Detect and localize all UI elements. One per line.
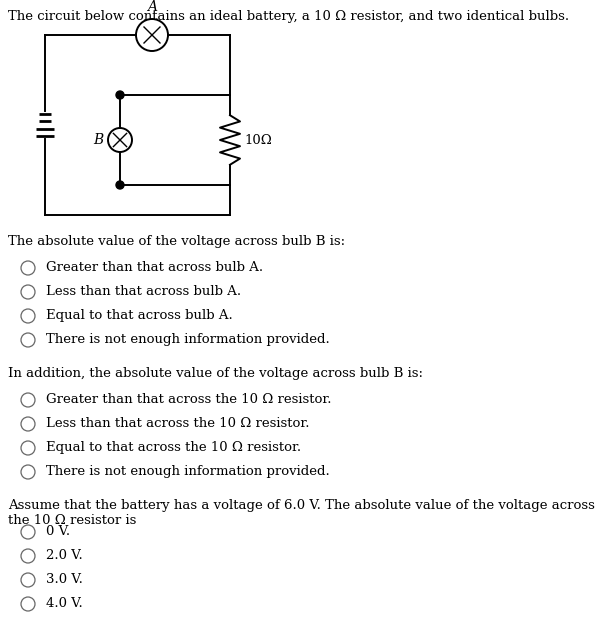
Text: Less than that across bulb A.: Less than that across bulb A. <box>46 285 241 298</box>
Text: In addition, the absolute value of the voltage across bulb B is:: In addition, the absolute value of the v… <box>8 367 423 380</box>
Circle shape <box>116 181 124 189</box>
Text: 2.0 V.: 2.0 V. <box>46 549 83 562</box>
Text: 10Ω: 10Ω <box>244 133 272 146</box>
Text: Less than that across the 10 Ω resistor.: Less than that across the 10 Ω resistor. <box>46 417 310 430</box>
Text: Greater than that across bulb A.: Greater than that across bulb A. <box>46 261 263 274</box>
Text: Greater than that across the 10 Ω resistor.: Greater than that across the 10 Ω resist… <box>46 393 332 406</box>
Text: 3.0 V.: 3.0 V. <box>46 573 83 586</box>
Text: Equal to that across bulb A.: Equal to that across bulb A. <box>46 309 233 322</box>
Text: 0 V.: 0 V. <box>46 525 70 538</box>
Circle shape <box>116 91 124 99</box>
Text: 4.0 V.: 4.0 V. <box>46 597 83 610</box>
Text: Equal to that across the 10 Ω resistor.: Equal to that across the 10 Ω resistor. <box>46 441 301 454</box>
Text: There is not enough information provided.: There is not enough information provided… <box>46 333 330 346</box>
Text: The circuit below contains an ideal battery, a 10 Ω resistor, and two identical : The circuit below contains an ideal batt… <box>8 10 569 23</box>
Text: B: B <box>93 133 103 147</box>
Text: Assume that the battery has a voltage of 6.0 V. The absolute value of the voltag: Assume that the battery has a voltage of… <box>8 499 595 527</box>
Text: There is not enough information provided.: There is not enough information provided… <box>46 465 330 478</box>
Text: A: A <box>147 0 157 14</box>
Text: The absolute value of the voltage across bulb B is:: The absolute value of the voltage across… <box>8 235 345 248</box>
